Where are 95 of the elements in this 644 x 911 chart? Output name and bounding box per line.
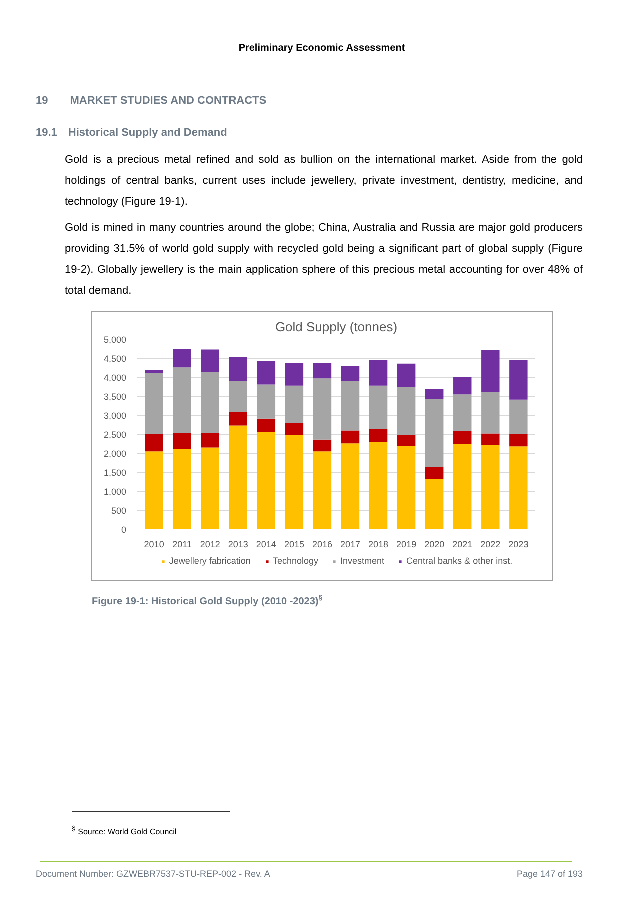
caption: Figure 19-1: Historical Gold Supply (2010 -2023)$^{§}$: [92, 595, 323, 608]
bar: [482, 446, 500, 530]
bar: [313, 452, 332, 530]
bar: [510, 446, 528, 530]
bar: [397, 446, 416, 530]
bar: [369, 442, 388, 530]
x-tick-label: 2017: [340, 540, 361, 550]
chart-title: Gold Supply (tonnes): [275, 320, 398, 334]
bar: [397, 387, 416, 436]
bar: [257, 418, 276, 432]
bar: [341, 430, 360, 444]
x-tick-label: 2016: [312, 540, 333, 550]
bar: [341, 444, 360, 530]
x-tick-label: 2018: [368, 540, 389, 550]
bar: [425, 478, 444, 530]
bar: [454, 394, 472, 432]
bar: [257, 362, 276, 385]
bar: [454, 378, 472, 395]
y-tick-label: 4,500: [104, 354, 127, 364]
text: Preliminary Economic Assessment: [238, 43, 406, 54]
bar: [369, 429, 388, 442]
bar: [341, 366, 360, 382]
bar: [173, 349, 192, 368]
text: Gold is mined in many countries around the globe; China, Australia and Russia are major gold producers providing 31.5% of world gold supply with recycled gold being a significant part of global supply (Figure 19-2). Globally jewellery is the main application sphere of this precious metal accounting for over 48% of total demand.: [65, 221, 583, 299]
bar: [145, 434, 164, 452]
bar: [369, 360, 388, 386]
y-tick-label: 500: [111, 506, 127, 516]
legend-label: Central banks & other inst.: [406, 556, 513, 566]
bar: [173, 368, 192, 433]
legend-label: Investment: [340, 556, 385, 566]
bar: [341, 381, 360, 431]
bar: [201, 432, 220, 448]
bar: [454, 431, 472, 444]
bar: [397, 364, 416, 387]
x-tick-label: 2014: [256, 540, 276, 550]
bar: [425, 400, 444, 468]
x-tick-label: 2023: [508, 540, 529, 550]
bar: [482, 350, 500, 392]
bar: [313, 378, 332, 440]
bar: [173, 432, 192, 450]
y-tick-label: 2,000: [104, 449, 127, 459]
bar: [510, 360, 528, 400]
text: 19.1 Historical Supply and Demand: [36, 127, 228, 139]
bar: [313, 440, 332, 452]
bar: [201, 448, 220, 530]
text: $^{§}$ Source: World Gold Council: [72, 826, 177, 837]
bar: [145, 370, 164, 374]
y-tick-label: 3,000: [104, 411, 127, 421]
bar: [173, 449, 192, 530]
bar: [257, 432, 276, 530]
bar: [482, 392, 500, 434]
x-tick-label: 2020: [424, 540, 445, 550]
bar: [229, 356, 248, 382]
bar: [397, 435, 416, 446]
y-tick-label: 1,500: [104, 468, 127, 478]
bar: [285, 363, 304, 386]
bar: [454, 444, 472, 530]
bar: [510, 400, 528, 434]
x-tick-label: 2019: [396, 540, 417, 550]
bar: [145, 373, 164, 434]
bar: [145, 452, 164, 530]
y-tick-label: 1,000: [104, 487, 127, 497]
text: Gold is a precious metal refined and sold as bullion on the international market. Aside from the gold holdings of central banks, current uses include jewellery, private investment, dentistry, medicine, and technology (Figure 19-1).: [65, 153, 583, 210]
y-tick-label: 3,500: [104, 392, 127, 402]
x-tick-label: 2015: [284, 540, 304, 550]
bar: [425, 467, 444, 479]
bar: [229, 412, 248, 426]
legend-label: Jewellery fabrication: [169, 556, 251, 566]
bar: [313, 363, 332, 379]
bar: [369, 386, 388, 430]
bar: [425, 389, 444, 400]
x-tick-label: 2013: [228, 540, 248, 550]
bar: [229, 381, 248, 412]
legend-label: Technology: [272, 556, 318, 566]
x-tick-label: 2011: [172, 540, 192, 550]
text: Page 147 of 193: [516, 869, 583, 879]
y-tick-label: 4,000: [104, 373, 127, 383]
y-tick-label: 2,500: [104, 430, 127, 440]
bar: [257, 384, 276, 419]
text: 19 MARKET STUDIES AND CONTRACTS: [36, 95, 267, 107]
bar: [201, 350, 220, 372]
y-tick-label: 0: [121, 525, 127, 535]
bar: [285, 386, 304, 424]
y-tick-label: 5,000: [104, 335, 127, 345]
x-tick-label: 2022: [480, 540, 501, 550]
bar: [510, 434, 528, 447]
bar: [482, 434, 500, 446]
x-tick-label: 2021: [452, 540, 473, 550]
x-tick-label: 2012: [200, 540, 220, 550]
bar: [285, 423, 304, 436]
x-tick-label: 2010: [144, 540, 164, 550]
bar: [201, 372, 220, 433]
text: Document Number: GZWEBR7537-STU-REP-002 - Rev. A: [36, 869, 270, 879]
bar: [285, 435, 304, 530]
bar: [229, 426, 248, 530]
